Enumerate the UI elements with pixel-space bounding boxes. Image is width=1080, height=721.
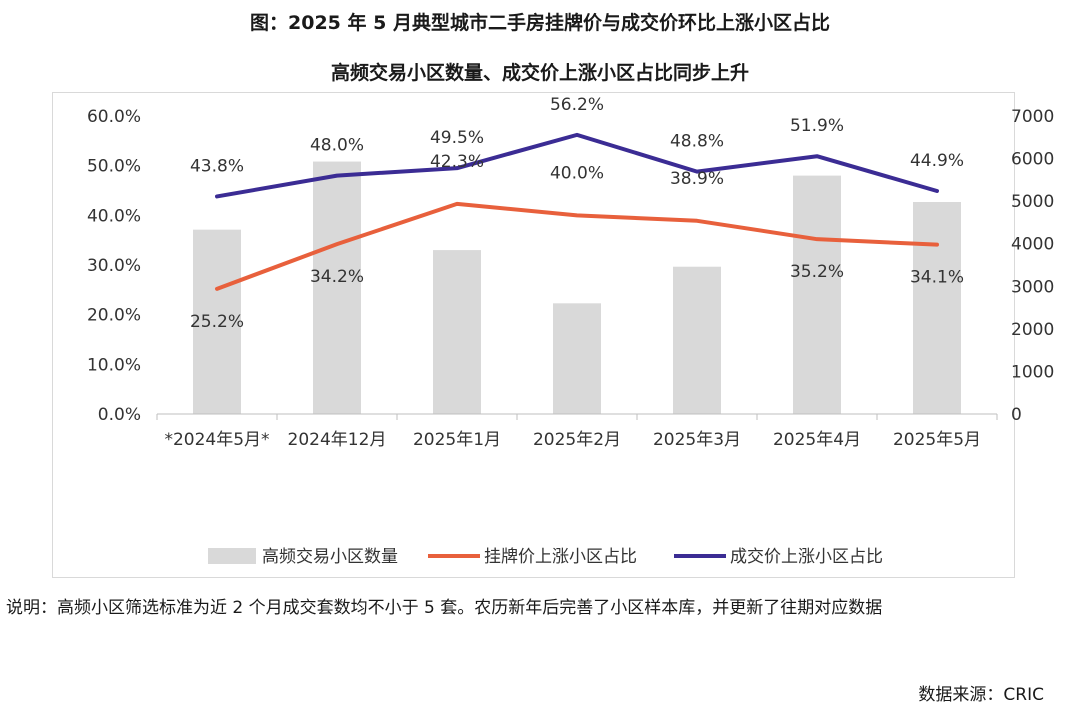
transaction-data-label: 56.2%	[550, 95, 604, 115]
bar-6	[793, 175, 841, 414]
transaction-data-label: 48.8%	[670, 132, 724, 152]
listing-data-label: 40.0%	[550, 163, 604, 183]
transaction-data-label: 44.9%	[910, 151, 964, 171]
bar-7	[913, 201, 961, 414]
chart-title: 高频交易小区数量、成交价上涨小区占比同步上升	[330, 62, 749, 84]
listing-data-label: 42.3%	[430, 152, 484, 172]
right-axis-tick-label: 1000	[1011, 362, 1054, 382]
bar-4	[553, 303, 601, 414]
listing-data-label: 38.9%	[670, 169, 724, 189]
transaction-price-line	[215, 132, 939, 199]
left-axis-tick-label: 0.0%	[98, 405, 141, 425]
legend-label: 挂牌价上涨小区占比	[484, 547, 637, 567]
bar-2	[313, 161, 361, 414]
left-axis-tick-label: 40.0%	[87, 206, 141, 226]
listing-data-label: 34.1%	[910, 268, 964, 288]
category-label: *2024年5月*	[164, 430, 269, 450]
legend-swatch-bar	[208, 548, 256, 564]
right-axis-tick-label: 2000	[1011, 320, 1054, 340]
transaction-data-label: 51.9%	[790, 116, 844, 136]
listing-data-label: 34.2%	[310, 267, 364, 287]
right-axis-tick-label: 3000	[1011, 277, 1054, 297]
right-axis-tick-label: 5000	[1011, 192, 1054, 212]
legend-label: 高频交易小区数量	[262, 547, 398, 567]
right-axis-tick-label: 6000	[1011, 150, 1054, 170]
bar-5	[673, 266, 721, 414]
category-label: 2025年5月	[893, 430, 981, 450]
transaction-data-label: 49.5%	[430, 128, 484, 148]
data-source: 数据来源：CRIC	[918, 685, 1044, 705]
footnote: 说明：高频小区筛选标准为近 2 个月成交套数均不小于 5 套。农历新年后完善了小…	[6, 598, 883, 618]
category-label: 2024年12月	[288, 430, 387, 450]
right-axis-tick-label: 7000	[1011, 107, 1054, 127]
left-axis-tick-label: 60.0%	[87, 107, 141, 127]
right-axis-tick-label: 4000	[1011, 235, 1054, 255]
bar-3	[433, 250, 481, 414]
left-axis-tick-label: 10.0%	[87, 355, 141, 375]
figure-title: 图：2025 年 5 月典型城市二手房挂牌价与成交价环比上涨小区占比	[250, 12, 830, 34]
transaction-data-label: 48.0%	[310, 136, 364, 156]
category-label: 2025年3月	[653, 430, 741, 450]
legend-label: 成交价上涨小区占比	[730, 547, 883, 567]
category-label: 2025年2月	[533, 430, 621, 450]
bar-1	[193, 229, 241, 414]
transaction-data-label: 43.8%	[190, 156, 244, 176]
category-label: 2025年1月	[413, 430, 501, 450]
chart-frame	[52, 92, 1015, 578]
category-label: 2025年4月	[773, 430, 861, 450]
right-axis-tick-label: 0	[1011, 405, 1022, 425]
listing-price-line	[215, 201, 939, 291]
left-axis-tick-label: 50.0%	[87, 157, 141, 177]
left-axis-tick-label: 20.0%	[87, 306, 141, 326]
listing-data-label: 35.2%	[790, 262, 844, 282]
listing-data-label: 25.2%	[190, 312, 244, 332]
left-axis-tick-label: 30.0%	[87, 256, 141, 276]
